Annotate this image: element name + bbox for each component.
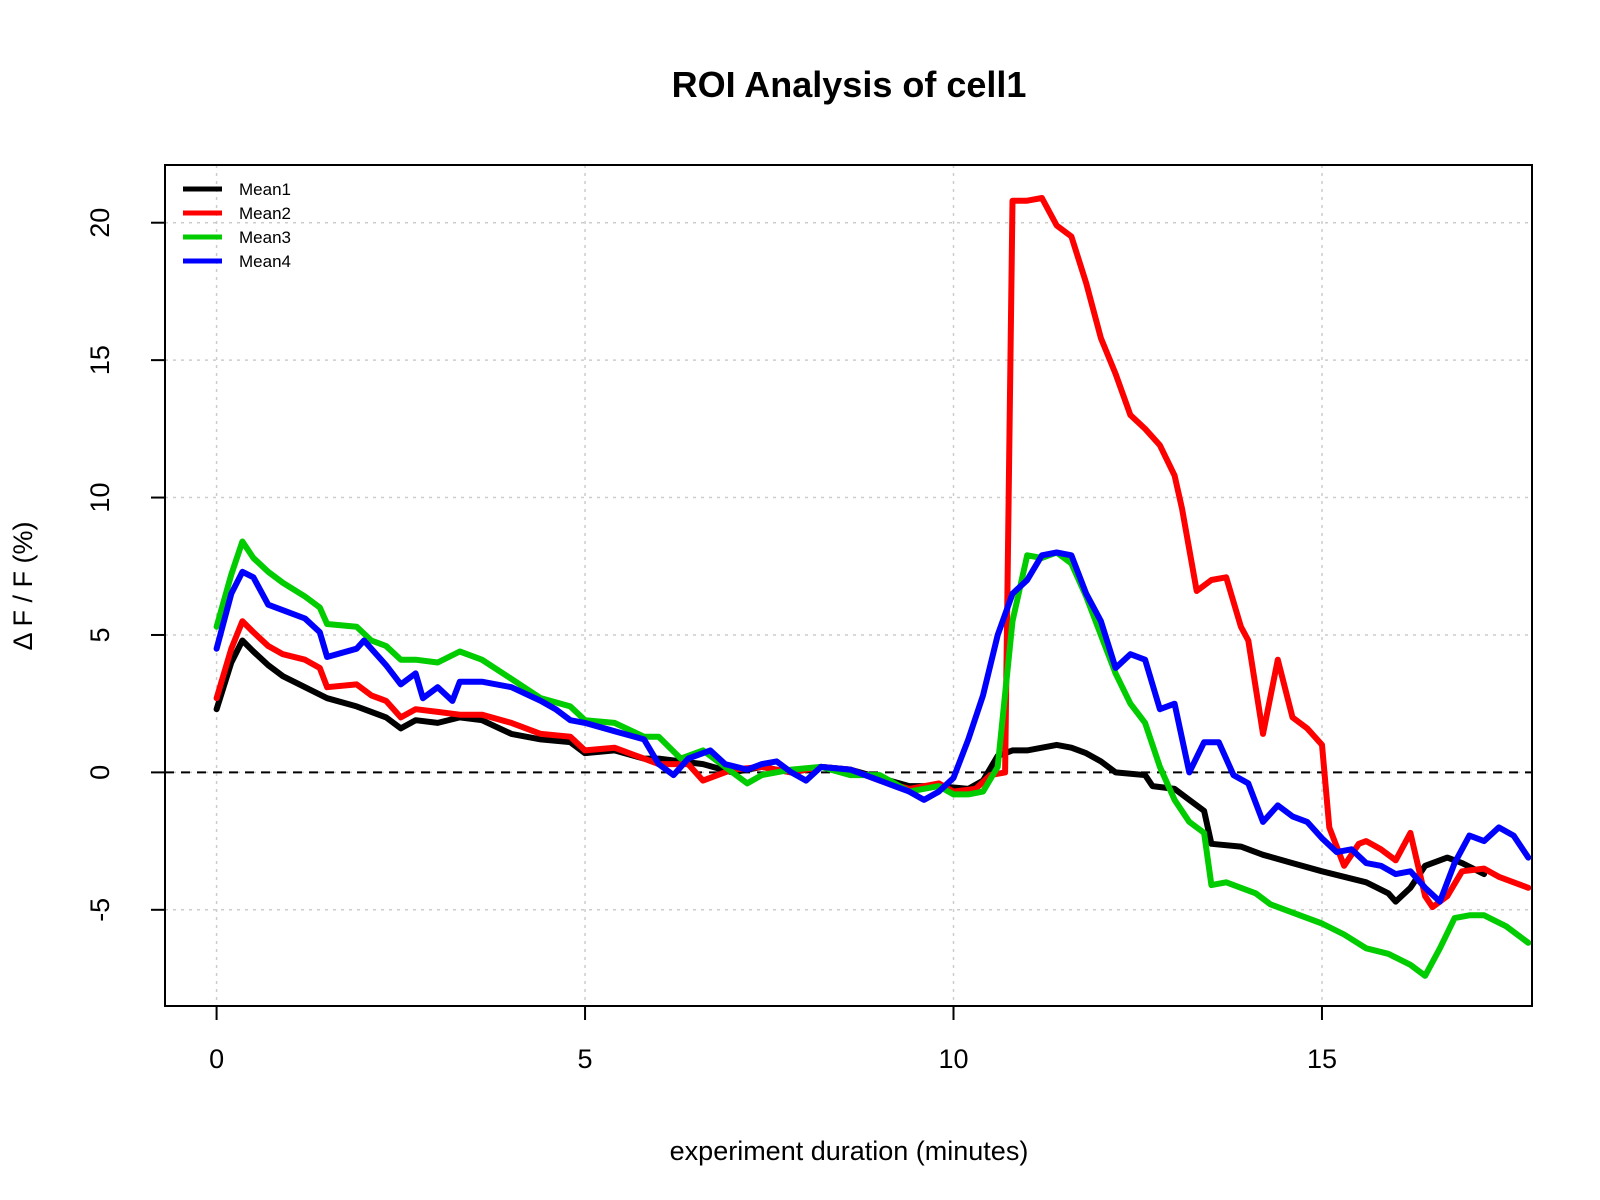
chart-title: ROI Analysis of cell1 [672, 64, 1027, 105]
y-axis: -5 0 5 10 15 20 [85, 208, 166, 922]
y-tick-label: 20 [85, 208, 115, 238]
y-tick-label: 15 [85, 345, 115, 375]
y-axis-label: Δ F / F (%) [8, 521, 38, 650]
y-tick-label: 5 [85, 627, 115, 642]
x-axis-label: experiment duration (minutes) [670, 1136, 1029, 1166]
legend-label: Mean3 [239, 228, 291, 247]
series-line-mean2 [213, 195, 1532, 911]
x-tick-label: 0 [209, 1044, 224, 1074]
series-line-mean3 [213, 538, 1532, 979]
x-tick-label: 10 [938, 1044, 968, 1074]
x-tick-label: 15 [1307, 1044, 1337, 1074]
legend-label: Mean4 [239, 252, 291, 271]
series-layer [213, 195, 1532, 979]
grid [165, 165, 1532, 1006]
legend: Mean1 Mean2 Mean3 Mean4 [183, 180, 291, 271]
x-tick-label: 5 [578, 1044, 593, 1074]
x-axis: 0 5 10 15 [209, 1005, 1337, 1074]
y-tick-label: -5 [85, 898, 115, 922]
plot-frame [164, 164, 1533, 1007]
legend-label: Mean1 [239, 180, 291, 199]
y-tick-label: 10 [85, 483, 115, 513]
y-tick-label: 0 [85, 765, 115, 780]
series-line-mean4 [213, 549, 1532, 905]
legend-label: Mean2 [239, 204, 291, 223]
